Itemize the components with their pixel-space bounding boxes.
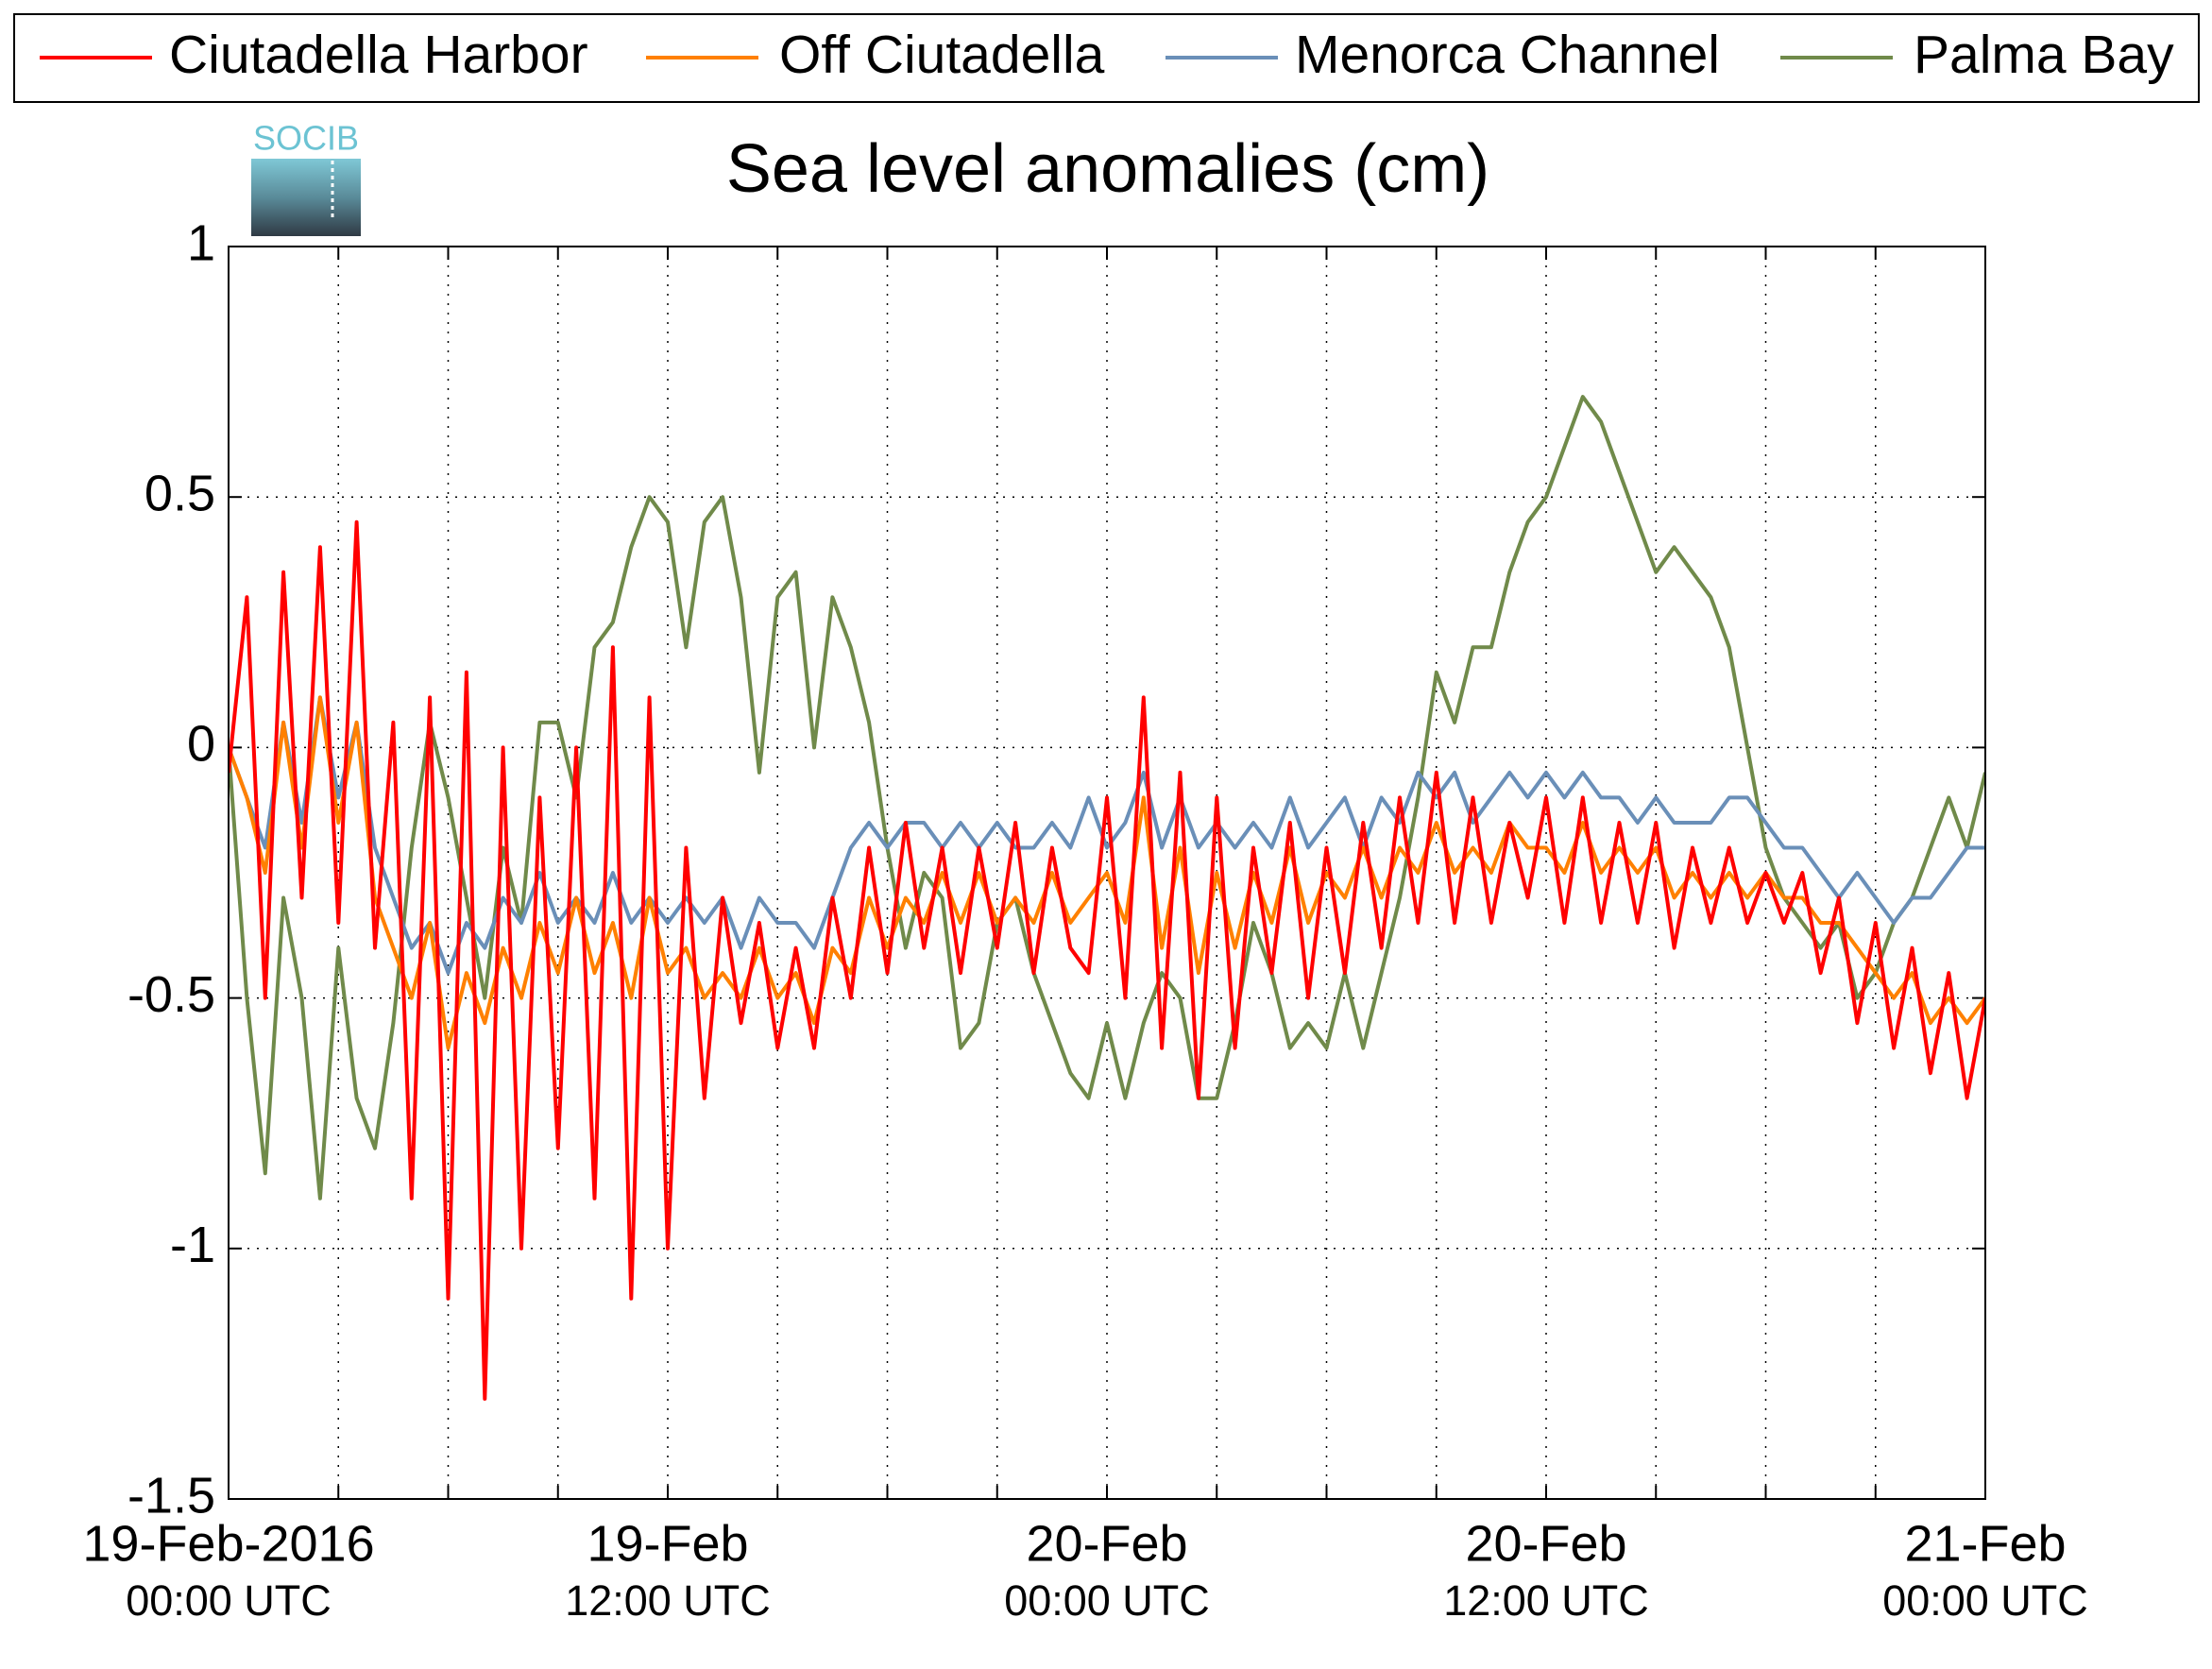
legend-label: Ciutadella Harbor — [169, 25, 588, 85]
y-tick-label: -1 — [170, 1217, 215, 1273]
x-tick-label: 19-Feb — [587, 1515, 748, 1572]
x-tick-sublabel: 00:00 UTC — [1004, 1576, 1210, 1625]
x-tick-label: 19-Feb-2016 — [82, 1515, 374, 1572]
series-line — [229, 519, 1985, 1401]
x-tick-label: 21-Feb — [1904, 1515, 2066, 1572]
y-tick-label: -1.5 — [128, 1467, 215, 1524]
series-line — [229, 695, 1985, 976]
x-tick-sublabel: 00:00 UTC — [1882, 1576, 2088, 1625]
logo-image — [251, 159, 361, 236]
x-tick-sublabel: 12:00 UTC — [565, 1576, 771, 1625]
x-tick-label: 20-Feb — [1465, 1515, 1626, 1572]
y-tick-label: 0 — [187, 716, 215, 773]
x-tick-sublabel: 00:00 UTC — [126, 1576, 332, 1625]
legend-label: Menorca Channel — [1295, 25, 1720, 85]
chart-title: Sea level anomalies (cm) — [726, 131, 1489, 207]
y-tick-label: 0.5 — [145, 465, 215, 521]
x-tick-sublabel: 12:00 UTC — [1443, 1576, 1649, 1625]
legend-label: Palma Bay — [1914, 25, 2174, 85]
y-tick-label: 1 — [187, 214, 215, 271]
x-tick-label: 20-Feb — [1026, 1515, 1187, 1572]
logo: SOCIB — [251, 119, 361, 236]
series-line — [229, 695, 1985, 1050]
logo-text: SOCIB — [253, 119, 359, 158]
plot-frame — [228, 246, 1986, 1500]
y-tick-label: -0.5 — [128, 966, 215, 1023]
legend-label: Off Ciutadella — [779, 25, 1105, 85]
